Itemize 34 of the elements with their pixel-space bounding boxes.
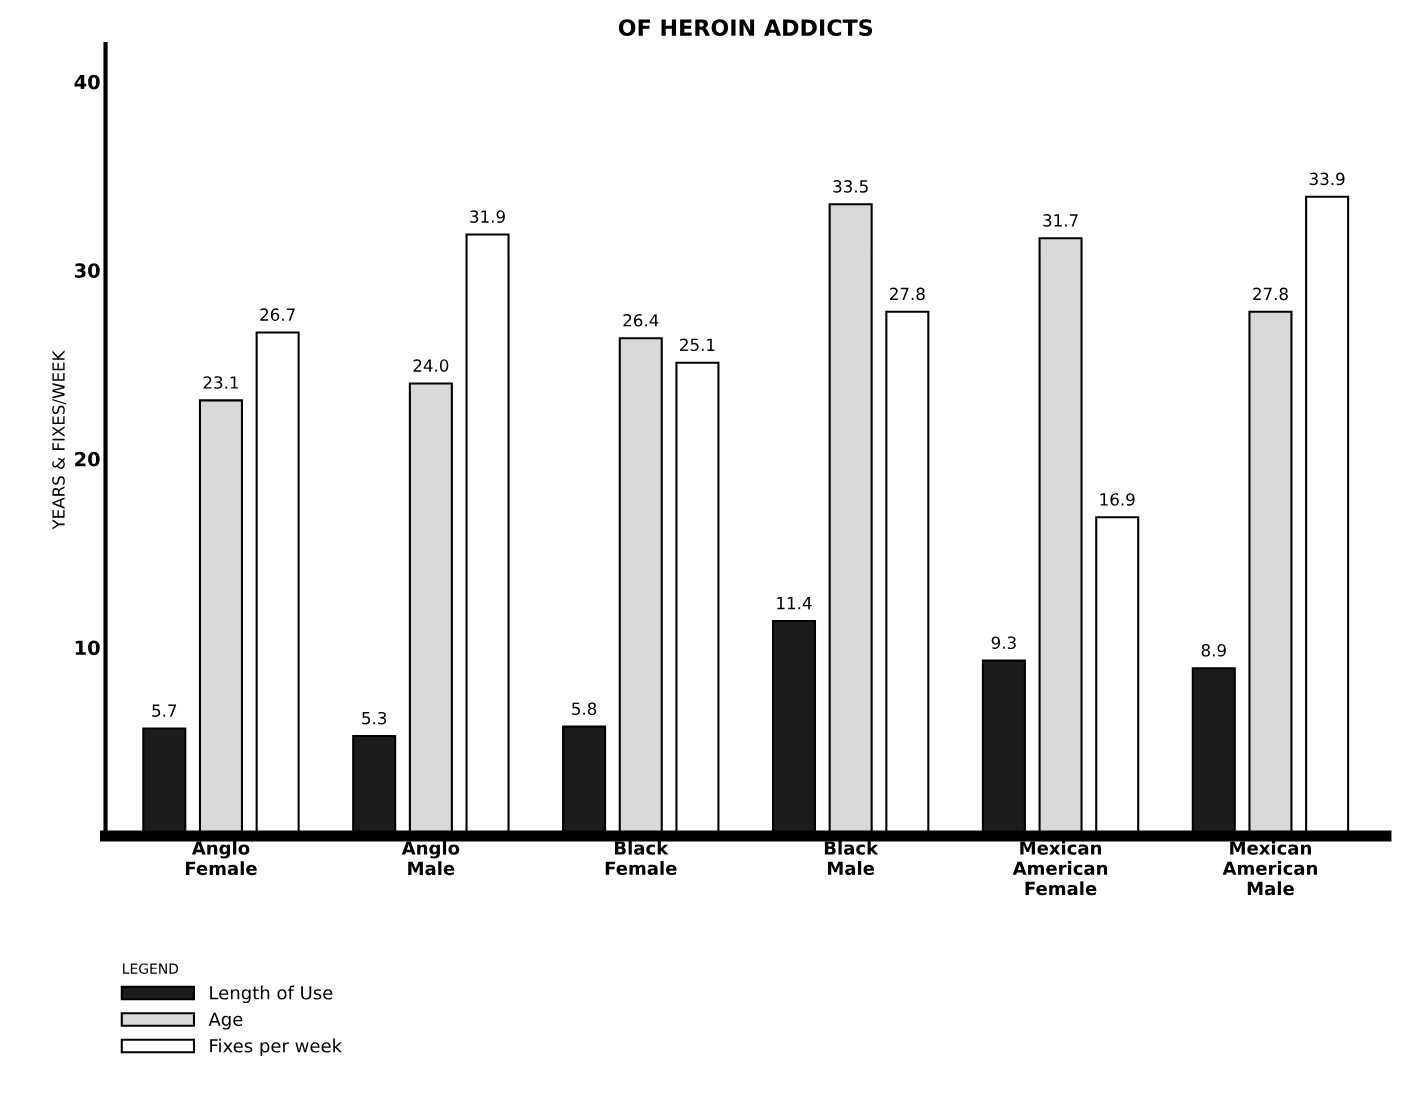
- y-tick-label: 40: [74, 74, 100, 90]
- x-tick-label: Mexican American Male: [1222, 840, 1317, 896]
- text: 26.7: [260, 308, 295, 321]
- text: 16.9: [1100, 493, 1135, 506]
- legend-title: LEGEND: [123, 963, 179, 974]
- y-tick-label: 10: [75, 640, 100, 656]
- y-tick-label: 20: [75, 451, 100, 467]
- x-tick-label: Black Male: [824, 840, 879, 876]
- text: 33.9: [1309, 172, 1345, 186]
- text: 25.1: [680, 338, 715, 352]
- text: 33.5: [833, 180, 868, 193]
- text: 5.8: [572, 702, 597, 716]
- text: 26.4: [623, 314, 659, 327]
- x-tick-label: Black Female: [605, 840, 677, 876]
- y-axis-title: YEARS & FIXES/WEEK: [52, 350, 67, 530]
- text: 11.4: [777, 597, 812, 610]
- chart-title: OF HEROIN ADDICTS: [618, 19, 873, 36]
- x-tick-label: Anglo Male: [401, 840, 460, 876]
- text: 24.0: [413, 359, 449, 372]
- text: 27.8: [890, 287, 925, 301]
- text: 27.8: [1253, 287, 1288, 301]
- text: 5.7: [152, 704, 177, 717]
- legend-label: Age: [208, 1012, 243, 1030]
- legend-label: Fixes per week: [210, 1038, 343, 1057]
- x-tick-label: Anglo Female: [185, 840, 257, 876]
- text: 23.1: [203, 376, 238, 389]
- text: 31.7: [1043, 214, 1078, 227]
- legend-label: Length of Use: [210, 985, 333, 1004]
- text: 8.9: [1201, 644, 1226, 657]
- x-tick-label: Mexican American Female: [1012, 840, 1108, 896]
- text: 9.3: [991, 636, 1016, 650]
- text: 5.3: [362, 711, 387, 725]
- text: 31.9: [470, 210, 505, 223]
- y-tick-label: 30: [74, 263, 100, 278]
